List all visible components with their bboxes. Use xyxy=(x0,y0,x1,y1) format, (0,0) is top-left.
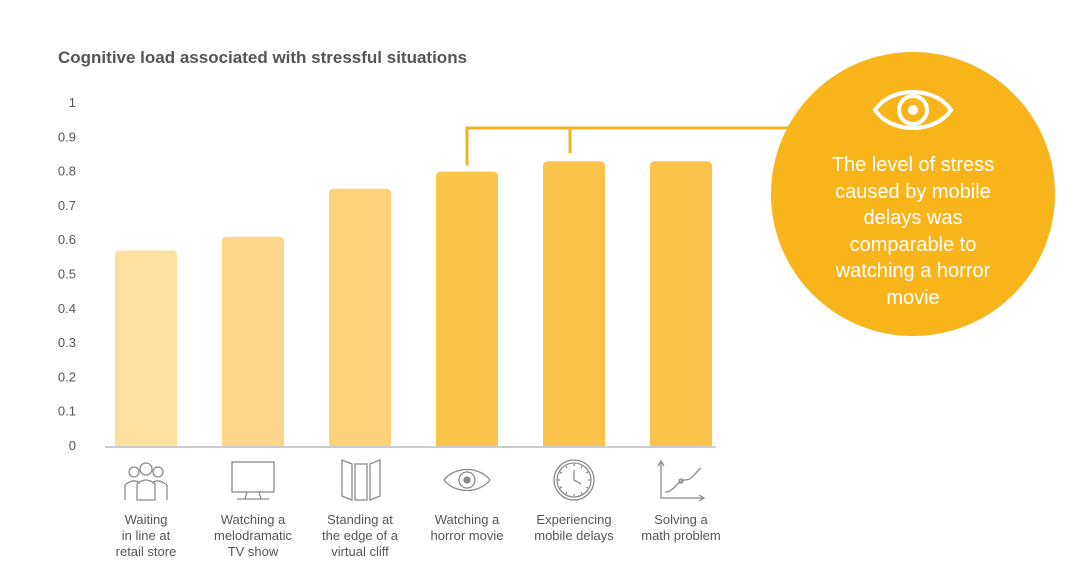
graph-icon xyxy=(657,459,706,502)
callout-bracket xyxy=(465,126,790,166)
category-label: Experiencing mobile delays xyxy=(534,512,614,543)
people-icon xyxy=(124,462,168,501)
category-label: Solving a math problem xyxy=(641,512,721,543)
bar-4 xyxy=(436,171,498,446)
bar-2 xyxy=(222,236,284,446)
category-label: Watching a horror movie xyxy=(430,512,504,543)
chart-title: Cognitive load associated with stressful… xyxy=(58,48,468,67)
clock-icon xyxy=(553,459,595,501)
y-tick-label: 0.1 xyxy=(58,404,76,419)
callout-text: The level of stress caused by mobile del… xyxy=(831,154,995,309)
y-tick-label: 0.2 xyxy=(58,369,76,384)
y-tick-label: 0.6 xyxy=(58,232,76,247)
bar-1 xyxy=(115,250,177,446)
y-tick-label: 0.8 xyxy=(58,164,76,179)
y-tick-label: 0.9 xyxy=(58,129,76,144)
cliff-icon xyxy=(341,459,381,501)
category-label: Watching a melodramatic TV show xyxy=(213,512,293,559)
tv-icon xyxy=(231,461,275,500)
y-tick-label: 0.4 xyxy=(58,301,76,316)
y-tick-label: 0.7 xyxy=(58,198,76,213)
eye-icon xyxy=(872,90,954,130)
y-tick-label: 0 xyxy=(69,438,76,453)
y-tick-label: 0.5 xyxy=(58,267,76,282)
eye-icon xyxy=(443,468,491,492)
category-label: Waiting in line at retail store xyxy=(115,512,177,559)
bar-5 xyxy=(543,161,605,446)
y-tick-label: 0.3 xyxy=(58,335,76,350)
callout-circle: The level of stress caused by mobile del… xyxy=(771,52,1055,336)
y-tick-label: 1 xyxy=(69,95,76,110)
category-label: Standing at the edge of a virtual cliff xyxy=(322,512,398,559)
bar-6 xyxy=(650,161,712,446)
bar-3 xyxy=(329,188,391,446)
